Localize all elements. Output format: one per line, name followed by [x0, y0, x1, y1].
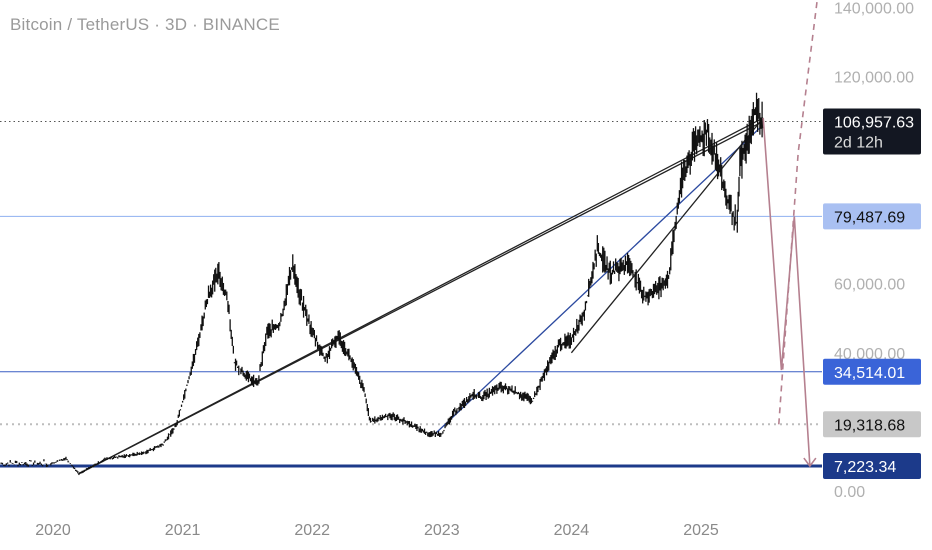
y-axis: 140,000.00 120,000.00 60,000.00 40,000.00 0.… [834, 0, 914, 501]
price-label-text: 7,223.34 [834, 459, 896, 476]
price-label-text: 79,487.69 [834, 209, 905, 226]
x-tick-label: 2020 [35, 522, 71, 539]
trend-line [570, 117, 764, 354]
x-tick-label: 2025 [683, 522, 719, 539]
horizontal-levels [0, 121, 822, 468]
price-label-sub: 2d 12h [834, 135, 883, 152]
y-tick-label: 40,000.00 [834, 346, 905, 363]
y-tick-label: 60,000.00 [834, 277, 905, 294]
price-label-box [823, 453, 921, 480]
price-label-text: 19,318.68 [834, 417, 905, 434]
trend-line [78, 120, 764, 475]
projection-path [778, 0, 819, 425]
price-label-box [823, 203, 921, 230]
price-label-box [823, 411, 921, 438]
x-tick-label: 2021 [165, 522, 201, 539]
candles [0, 92, 764, 476]
x-tick-label: 2022 [294, 522, 330, 539]
x-tick-label: 2024 [554, 522, 590, 539]
y-tick-label: 140,000.00 [834, 0, 914, 17]
chart-title: Bitcoin / TetherUS · 3D · BINANCE [10, 15, 280, 34]
price-label-text: 34,514.01 [834, 365, 905, 382]
trend-lines [78, 117, 764, 475]
arrow-head [803, 457, 817, 468]
trend-line [434, 124, 764, 435]
projection-path [762, 117, 811, 467]
price-label-text: 106,957.63 [834, 115, 914, 132]
price-labels: 106,957.63 2d 12h 79,487.69 34,514.01 19,318… [823, 108, 921, 480]
y-tick-label: 120,000.00 [834, 69, 914, 86]
x-axis: 2020 2021 2022 2023 2024 2025 [35, 522, 719, 539]
x-tick-label: 2023 [424, 522, 460, 539]
price-label-box [823, 358, 921, 385]
projections [762, 0, 819, 468]
y-tick-label: 0.00 [834, 484, 865, 501]
price-label-box [823, 108, 921, 155]
